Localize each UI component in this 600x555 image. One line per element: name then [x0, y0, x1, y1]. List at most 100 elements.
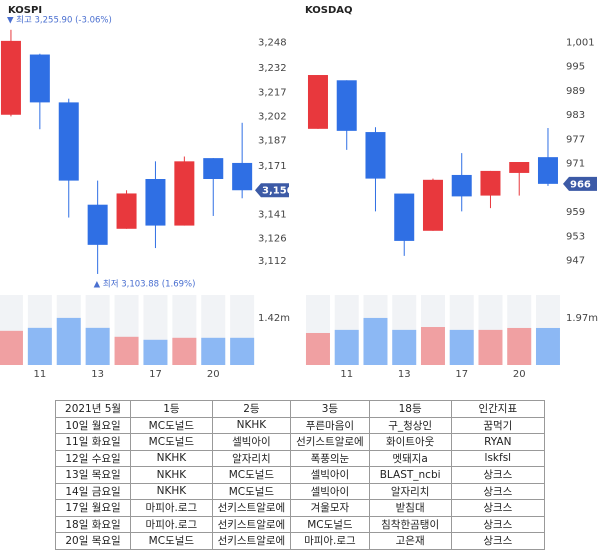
table-cell: MC도널드 [130, 433, 213, 451]
table-cell: 꿈먹기 [450, 416, 546, 434]
y-tick-label: 959 [566, 207, 585, 218]
y-tick-label: 983 [566, 110, 585, 121]
candle-body [307, 75, 328, 129]
y-tick-label: 3,217 [258, 87, 287, 98]
candle-body [422, 179, 443, 231]
table-cell: MC도널드 [211, 482, 292, 500]
table-cell: 셀빅아이 [290, 466, 370, 484]
table-cell: 셀빅아이 [290, 482, 370, 500]
candle-body [116, 193, 137, 229]
table-cell: 마피아.로그 [130, 499, 213, 517]
x-tick-label: 20 [513, 369, 526, 380]
chart-title: KOSDAQ [305, 5, 353, 16]
y-tick-label: 1,001 [566, 37, 595, 48]
table-cell: 3등 [290, 400, 370, 418]
extreme-annotation: ▲ 최저 3,103.88 (1.69%) [94, 278, 196, 289]
table-cell: 침착한곰탱이 [368, 515, 452, 533]
candle-body [174, 161, 195, 226]
table-cell: 상크스 [450, 515, 546, 533]
current-price-label: 3,156 [262, 186, 294, 197]
table-cell: 14일 금요일 [54, 482, 132, 500]
table-cell: 선키스트알로에 [211, 532, 292, 550]
volume-bar [478, 329, 503, 365]
table-cell: NKHK [130, 449, 213, 467]
candle-body [203, 158, 224, 179]
y-tick-label: 3,248 [258, 37, 287, 48]
table-cell: 멧돼지a [368, 449, 452, 467]
x-tick-label: 11 [340, 369, 353, 380]
volume-bar [230, 337, 255, 365]
volume-bar [56, 317, 81, 365]
y-tick-label: 953 [566, 231, 585, 242]
volume-bar [392, 329, 417, 365]
table-cell: 겨울모자 [290, 499, 370, 517]
table-row: 18일 화요일 마피아.로그 선키스트알로에 MC도널드 침착한곰탱이 상크스 [54, 515, 546, 533]
table-cell: 20일 목요일 [54, 532, 132, 550]
table-row: 20일 목요일 MC도널드 선키스트알로에 마피아.로그 고은재 상크스 [54, 532, 546, 550]
y-tick-label: 989 [566, 86, 585, 97]
x-tick-label: 13 [91, 369, 104, 380]
candle-body [365, 132, 386, 179]
table-cell: 상크스 [450, 499, 546, 517]
candle-body [0, 40, 21, 115]
y-tick-label: 3,232 [258, 63, 287, 74]
table-cell: 18일 화요일 [54, 515, 132, 533]
y-tick-label: 947 [566, 256, 585, 267]
x-tick-label: 20 [207, 369, 220, 380]
table-cell: lskfsl [450, 449, 546, 467]
table-cell: 17일 월요일 [54, 499, 132, 517]
x-tick-label: 11 [33, 369, 46, 380]
table-cell: MC도널드 [130, 416, 213, 434]
table-cell: MC도널드 [290, 515, 370, 533]
table-row: 13일 목요일 NKHK MC도널드 셀빅아이 BLAST_ncbi 상크스 [54, 466, 546, 484]
volume-bar [507, 327, 532, 365]
table-cell: 상크스 [450, 466, 546, 484]
volume-tick-label: 1.97m [566, 313, 598, 324]
current-price-tag [255, 183, 289, 198]
candle-body [537, 157, 558, 184]
volume-bar [201, 337, 226, 365]
y-tick-label: 995 [566, 62, 585, 73]
table-cell: NKHK [130, 466, 213, 484]
table-row: 17일 월요일 마피아.로그 선키스트알로에 겨울모자 받침대 상크스 [54, 499, 546, 517]
candle-body [480, 170, 501, 196]
table-cell: 마피아.로그 [290, 532, 370, 550]
table-cell: 고은재 [368, 532, 452, 550]
table-row: 14일 금요일 NKHK MC도널드 셀빅아이 알자리치 상크스 [54, 482, 546, 500]
table-cell: 마피아.로그 [130, 515, 213, 533]
extreme-annotation: ▼ 최고 3,255.90 (-3.06%) [7, 14, 112, 25]
current-price-tag [563, 176, 597, 191]
table-cell: 상크스 [450, 482, 546, 500]
table-cell: 알자리치 [211, 449, 292, 467]
table-cell: 푸른마음이 [290, 416, 370, 434]
table-cell: BLAST_ncbi [368, 466, 452, 484]
table-cell: 알자리치 [368, 482, 452, 500]
table-cell: 선키스트알로에 [211, 515, 292, 533]
volume-bar [0, 330, 23, 365]
table-cell: RYAN [450, 433, 546, 451]
y-tick-label: 977 [566, 134, 585, 145]
table-cell: 18등 [368, 400, 452, 418]
candle-body [145, 179, 166, 226]
y-tick-label: 3,141 [258, 209, 287, 220]
table-cell: 1등 [130, 400, 213, 418]
table-cell: 폭풍의눈 [290, 449, 370, 467]
table-header: 2021년 5월 1등 2등 3등 18등 인간지표 [54, 400, 546, 418]
y-tick-label: 3,126 [258, 233, 287, 244]
table-cell: 상크스 [450, 532, 546, 550]
y-tick-label: 971 [566, 159, 585, 170]
candle-body [509, 162, 530, 173]
table-cell: 11일 화요일 [54, 433, 132, 451]
table-cell: 13일 목요일 [54, 466, 132, 484]
y-tick-label: 3,202 [258, 111, 287, 122]
candle-body [336, 80, 357, 131]
table-cell: 10일 월요일 [54, 416, 132, 434]
table-cell: 받침대 [368, 499, 452, 517]
table-cell: 선키스트알로에 [211, 499, 292, 517]
x-tick-label: 17 [455, 369, 468, 380]
ranking-table: 2021년 5월 1등 2등 3등 18등 인간지표 10일 월요일 MC도널드 NKHK 푸른마… [54, 400, 546, 550]
y-tick-label: 3,112 [258, 256, 287, 267]
candle-body [451, 174, 472, 197]
